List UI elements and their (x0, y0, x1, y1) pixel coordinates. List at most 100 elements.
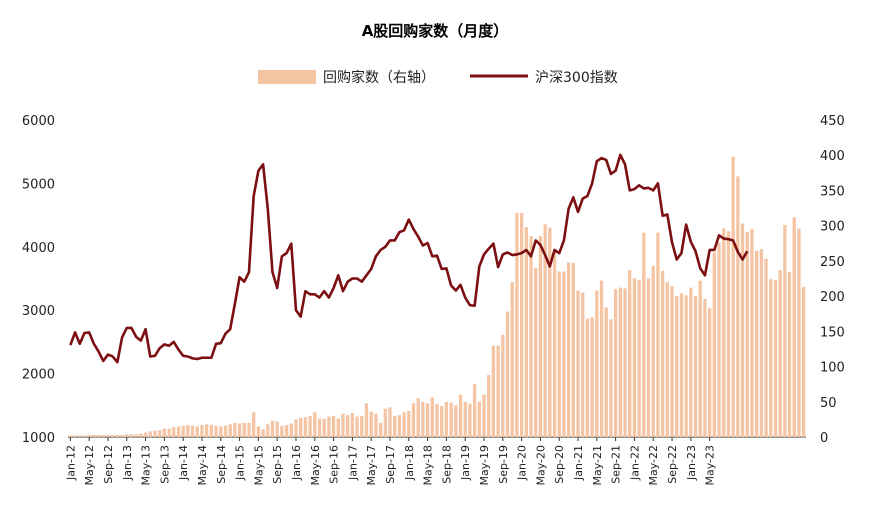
bar (331, 415, 336, 437)
x-tick-label: May-18 (422, 445, 435, 486)
bar (106, 434, 110, 437)
y-right-tick-label: 450 (820, 114, 845, 129)
bar (515, 212, 519, 437)
bar (223, 425, 228, 437)
bar (510, 282, 514, 437)
bar (797, 228, 801, 437)
bar (604, 307, 608, 437)
x-tick-label: Jan-22 (628, 445, 641, 481)
y-left-tick-label: 1000 (22, 431, 55, 446)
bar (275, 421, 279, 437)
bar (698, 280, 702, 437)
bar (209, 425, 214, 437)
bar (717, 242, 721, 437)
bar (228, 424, 232, 437)
x-tick-label: Sep-21 (610, 445, 623, 484)
bar (618, 287, 622, 437)
y-right-tick-label: 250 (820, 255, 845, 270)
x-tick-label: Jan-16 (290, 445, 303, 481)
y-left-tick-label: 5000 (22, 177, 55, 192)
bar (303, 417, 308, 437)
bar (125, 434, 129, 437)
x-tick-label: May-14 (196, 445, 209, 486)
x-tick-label: Jan-14 (177, 445, 190, 481)
bar (82, 435, 87, 437)
bar (792, 217, 796, 437)
bar (313, 412, 317, 437)
bar (519, 212, 524, 437)
bar (787, 272, 792, 437)
bar (783, 224, 787, 437)
bar (656, 232, 660, 437)
bar (383, 408, 387, 437)
y-left-tick-label: 2000 (22, 368, 55, 383)
bar (294, 419, 298, 437)
bar (284, 425, 289, 437)
bar (736, 176, 740, 438)
bar (270, 420, 275, 437)
x-tick-label: Sep-22 (666, 445, 679, 484)
bar (364, 403, 369, 437)
bar (693, 296, 698, 437)
x-tick-label: Sep-13 (158, 445, 171, 484)
bar (200, 425, 204, 437)
y-right-tick-label: 300 (820, 220, 845, 235)
bar (167, 428, 171, 437)
x-tick-label: Jan-23 (685, 445, 698, 481)
y-right-tick-label: 100 (820, 361, 845, 376)
y-right-tick-label: 350 (820, 184, 845, 199)
bar (576, 290, 580, 437)
bar (280, 425, 284, 437)
x-tick-label: May-15 (252, 445, 265, 486)
bar (566, 262, 571, 437)
bar (552, 252, 557, 437)
bar (562, 271, 566, 437)
bar (773, 279, 778, 437)
y-left-tick-label: 3000 (22, 304, 55, 319)
bar (642, 232, 646, 437)
bar (341, 413, 345, 437)
bar (327, 416, 331, 437)
line-series (69, 153, 749, 364)
bar (454, 405, 458, 437)
bar (740, 223, 745, 437)
bar (425, 403, 430, 437)
bar (651, 265, 655, 437)
bar (468, 403, 472, 437)
x-tick-label: Jan-17 (346, 445, 359, 481)
bar (115, 434, 119, 437)
bar (96, 434, 101, 437)
bar (219, 426, 223, 437)
bar (665, 282, 669, 437)
x-tick-label: Jan-21 (572, 445, 585, 481)
bar (139, 433, 143, 437)
x-tick-label: Sep-18 (440, 445, 453, 484)
bar (388, 407, 392, 437)
chart-title: A股回购家数（月度） (362, 22, 509, 40)
bar (411, 403, 416, 437)
x-tick-label: May-13 (140, 445, 153, 486)
x-tick-label: May-17 (365, 445, 378, 486)
bar (759, 248, 763, 437)
bar (355, 416, 359, 437)
bar (247, 422, 251, 437)
y-right-tick-label: 150 (820, 325, 845, 340)
bar (707, 308, 712, 437)
x-tick-label: Sep-19 (497, 445, 510, 484)
bar (755, 251, 759, 437)
bar (186, 425, 190, 437)
bar (646, 278, 651, 437)
x-tick-label: May-21 (591, 445, 604, 486)
bar (73, 435, 77, 437)
x-tick-label: Jan-12 (64, 445, 77, 481)
x-tick-label: May-23 (704, 445, 717, 486)
x-tick-label: May-20 (534, 445, 547, 486)
bar (637, 279, 641, 437)
bar (524, 227, 528, 437)
bar (599, 280, 604, 437)
y-right-tick-label: 400 (820, 149, 845, 164)
bar (557, 271, 561, 437)
bar (590, 317, 594, 437)
y-right-tick-label: 50 (820, 396, 837, 411)
